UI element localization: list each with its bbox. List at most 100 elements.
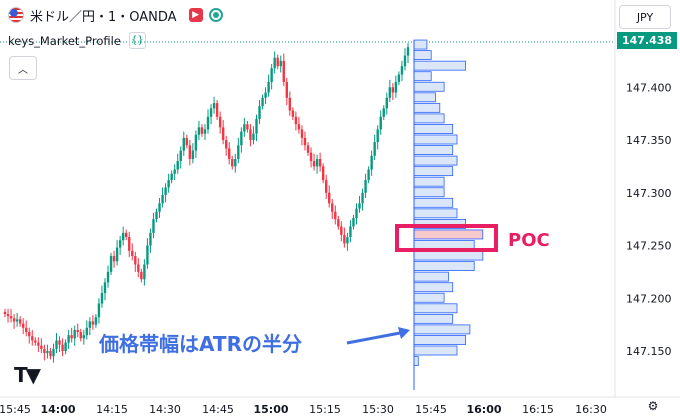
- callout-arrow-line: [346, 331, 401, 345]
- candle: [279, 55, 282, 73]
- candle: [379, 110, 382, 135]
- candle: [140, 268, 143, 283]
- profile-bar: [413, 261, 475, 272]
- candle: [18, 316, 22, 327]
- candle: [261, 94, 264, 110]
- callout-arrowhead: [398, 327, 410, 339]
- candle: [194, 130, 198, 158]
- profile-bar: [413, 60, 466, 71]
- indicator-source-icon[interactable]: {}: [128, 32, 146, 49]
- market-status-icon[interactable]: ▶: [188, 8, 203, 22]
- candle: [88, 317, 92, 336]
- candle: [300, 125, 304, 146]
- profile-bar: [413, 345, 458, 356]
- candle: [176, 153, 179, 174]
- time-tick-label: 15:45: [0, 403, 31, 416]
- profile-poc-bar: [413, 229, 484, 240]
- candle: [340, 221, 343, 242]
- candle: [112, 250, 116, 268]
- tradingview-logo-icon[interactable]: T▼: [14, 363, 41, 387]
- price-tick-label: 147.350: [626, 134, 672, 147]
- candle: [331, 199, 334, 220]
- candle: [85, 320, 89, 340]
- candle: [34, 337, 37, 346]
- time-tick-label: 14:45: [202, 403, 234, 416]
- currency-selector[interactable]: JPY: [619, 5, 671, 29]
- candle: [203, 124, 207, 140]
- candle: [288, 91, 292, 116]
- candle: [370, 150, 373, 176]
- profile-bar: [413, 335, 466, 345]
- market-profile: [413, 39, 484, 390]
- profile-bar: [413, 356, 419, 366]
- candle: [400, 60, 404, 81]
- profile-bar: [413, 208, 458, 219]
- symbol-title[interactable]: 米ドル／円・1・OANDA: [30, 9, 177, 25]
- candle: [243, 117, 246, 137]
- profile-bar: [413, 39, 428, 50]
- candle: [49, 347, 52, 360]
- candle: [255, 114, 258, 142]
- candle: [52, 343, 55, 363]
- indicator-legend[interactable]: keys_Market_Profile {}: [8, 32, 146, 49]
- candle: [118, 236, 122, 255]
- candle: [106, 265, 110, 288]
- candle: [267, 74, 270, 97]
- candle: [303, 131, 307, 151]
- candle: [131, 243, 134, 261]
- candle: [355, 203, 358, 225]
- candles: [3, 42, 410, 363]
- candle: [231, 155, 234, 170]
- candle: [55, 333, 58, 354]
- candle: [76, 323, 79, 338]
- poc-highlight-box: [395, 224, 498, 252]
- candle: [406, 42, 410, 63]
- candle: [282, 53, 285, 87]
- indicator-name[interactable]: keys_Market_Profile: [8, 33, 121, 48]
- candle: [343, 227, 346, 248]
- candle: [252, 126, 255, 145]
- market-open-icon[interactable]: [208, 8, 223, 22]
- candle: [382, 105, 385, 120]
- candle: [224, 135, 228, 156]
- candle: [91, 315, 95, 330]
- time-tick-label: 14:30: [149, 403, 181, 416]
- candle: [361, 188, 364, 211]
- candle: [312, 153, 316, 171]
- candle: [318, 152, 322, 172]
- candle: [321, 163, 325, 184]
- candle: [209, 104, 213, 125]
- candle: [152, 212, 155, 239]
- profile-bar: [413, 303, 458, 314]
- profile-bar: [413, 271, 449, 282]
- symbol-bar[interactable]: 米ドル／円・1・OANDA ▶: [8, 5, 223, 25]
- candle: [215, 99, 219, 120]
- candle: [309, 147, 313, 168]
- candle: [146, 238, 149, 269]
- candle: [64, 339, 67, 355]
- collapse-legend-button[interactable]: ︿: [9, 56, 37, 80]
- candle: [170, 170, 173, 184]
- candle: [185, 134, 189, 149]
- candle: [167, 173, 170, 193]
- candle: [97, 298, 101, 324]
- candle: [100, 285, 104, 308]
- gear-icon[interactable]: ⚙: [647, 399, 659, 413]
- candle: [249, 124, 252, 147]
- candle: [191, 143, 195, 164]
- profile-bar: [413, 50, 432, 60]
- candle: [12, 314, 16, 329]
- poc-label: POC: [508, 230, 550, 251]
- candle: [21, 318, 25, 335]
- candle: [15, 313, 19, 327]
- candle: [46, 344, 49, 359]
- candle: [294, 111, 298, 131]
- candle: [376, 125, 379, 150]
- candle: [391, 83, 395, 100]
- candle: [67, 329, 70, 349]
- candle: [328, 185, 331, 208]
- candle: [270, 64, 273, 90]
- candle: [164, 183, 167, 203]
- candle: [337, 215, 340, 230]
